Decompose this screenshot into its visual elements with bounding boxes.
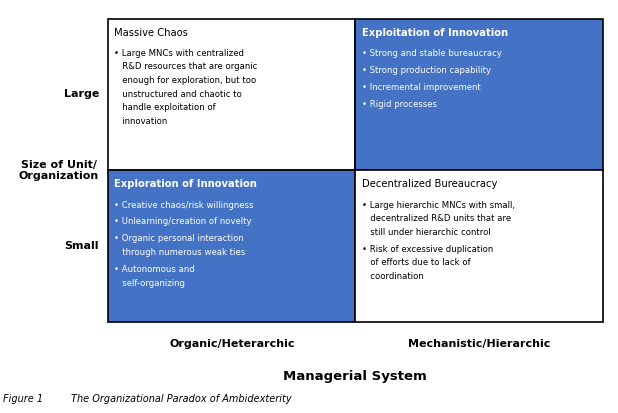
Text: handle exploitation of: handle exploitation of	[114, 103, 216, 112]
Text: Size of Unit/
Organization: Size of Unit/ Organization	[19, 159, 99, 181]
Text: Decentralized Bureaucracy: Decentralized Bureaucracy	[362, 179, 497, 190]
Text: • Strong and stable bureaucracy: • Strong and stable bureaucracy	[362, 49, 501, 58]
Text: • Large hierarchic MNCs with small,: • Large hierarchic MNCs with small,	[362, 201, 515, 209]
Text: decentralized R&D units that are: decentralized R&D units that are	[362, 214, 510, 223]
Text: R&D resources that are organic: R&D resources that are organic	[114, 62, 258, 71]
Text: • Strong production capability: • Strong production capability	[362, 66, 491, 75]
Text: unstructured and chaotic to: unstructured and chaotic to	[114, 90, 242, 99]
Text: • Organic personal interaction: • Organic personal interaction	[114, 235, 244, 243]
Text: Mechanistic/Hierarchic: Mechanistic/Hierarchic	[408, 339, 550, 349]
Text: • Incremental improvement: • Incremental improvement	[362, 83, 480, 92]
Text: through numerous weak ties: through numerous weak ties	[114, 248, 245, 257]
Text: Exploitation of Innovation: Exploitation of Innovation	[362, 28, 507, 38]
Text: of efforts due to lack of: of efforts due to lack of	[362, 259, 470, 267]
Bar	[108, 19, 355, 170]
Text: Small: Small	[64, 241, 99, 251]
Text: • Large MNCs with centralized: • Large MNCs with centralized	[114, 49, 244, 58]
Text: • Rigid processes: • Rigid processes	[362, 100, 436, 109]
Text: The Organizational Paradox of Ambidexterity: The Organizational Paradox of Ambidexter…	[71, 394, 292, 404]
Text: coordination: coordination	[362, 272, 423, 281]
Text: Massive Chaos: Massive Chaos	[114, 28, 188, 38]
Text: Managerial System: Managerial System	[284, 370, 427, 382]
Text: Figure 1: Figure 1	[3, 394, 43, 404]
Text: Large: Large	[64, 90, 99, 100]
Text: innovation: innovation	[114, 117, 167, 126]
Text: self-organizing: self-organizing	[114, 279, 185, 287]
Text: • Autonomous and: • Autonomous and	[114, 265, 195, 274]
Text: enough for exploration, but too: enough for exploration, but too	[114, 76, 256, 85]
Text: still under hierarchic control: still under hierarchic control	[362, 228, 490, 237]
Bar	[108, 170, 355, 322]
Text: • Unlearning/creation of novelty: • Unlearning/creation of novelty	[114, 218, 252, 226]
Text: • Risk of excessive duplication: • Risk of excessive duplication	[362, 244, 493, 254]
Text: Exploration of Innovation: Exploration of Innovation	[114, 179, 257, 190]
Text: Organic/Heterarchic: Organic/Heterarchic	[169, 339, 295, 349]
Bar	[355, 19, 603, 170]
Text: • Creative chaos/risk willingness: • Creative chaos/risk willingness	[114, 201, 254, 209]
Bar	[355, 170, 603, 322]
